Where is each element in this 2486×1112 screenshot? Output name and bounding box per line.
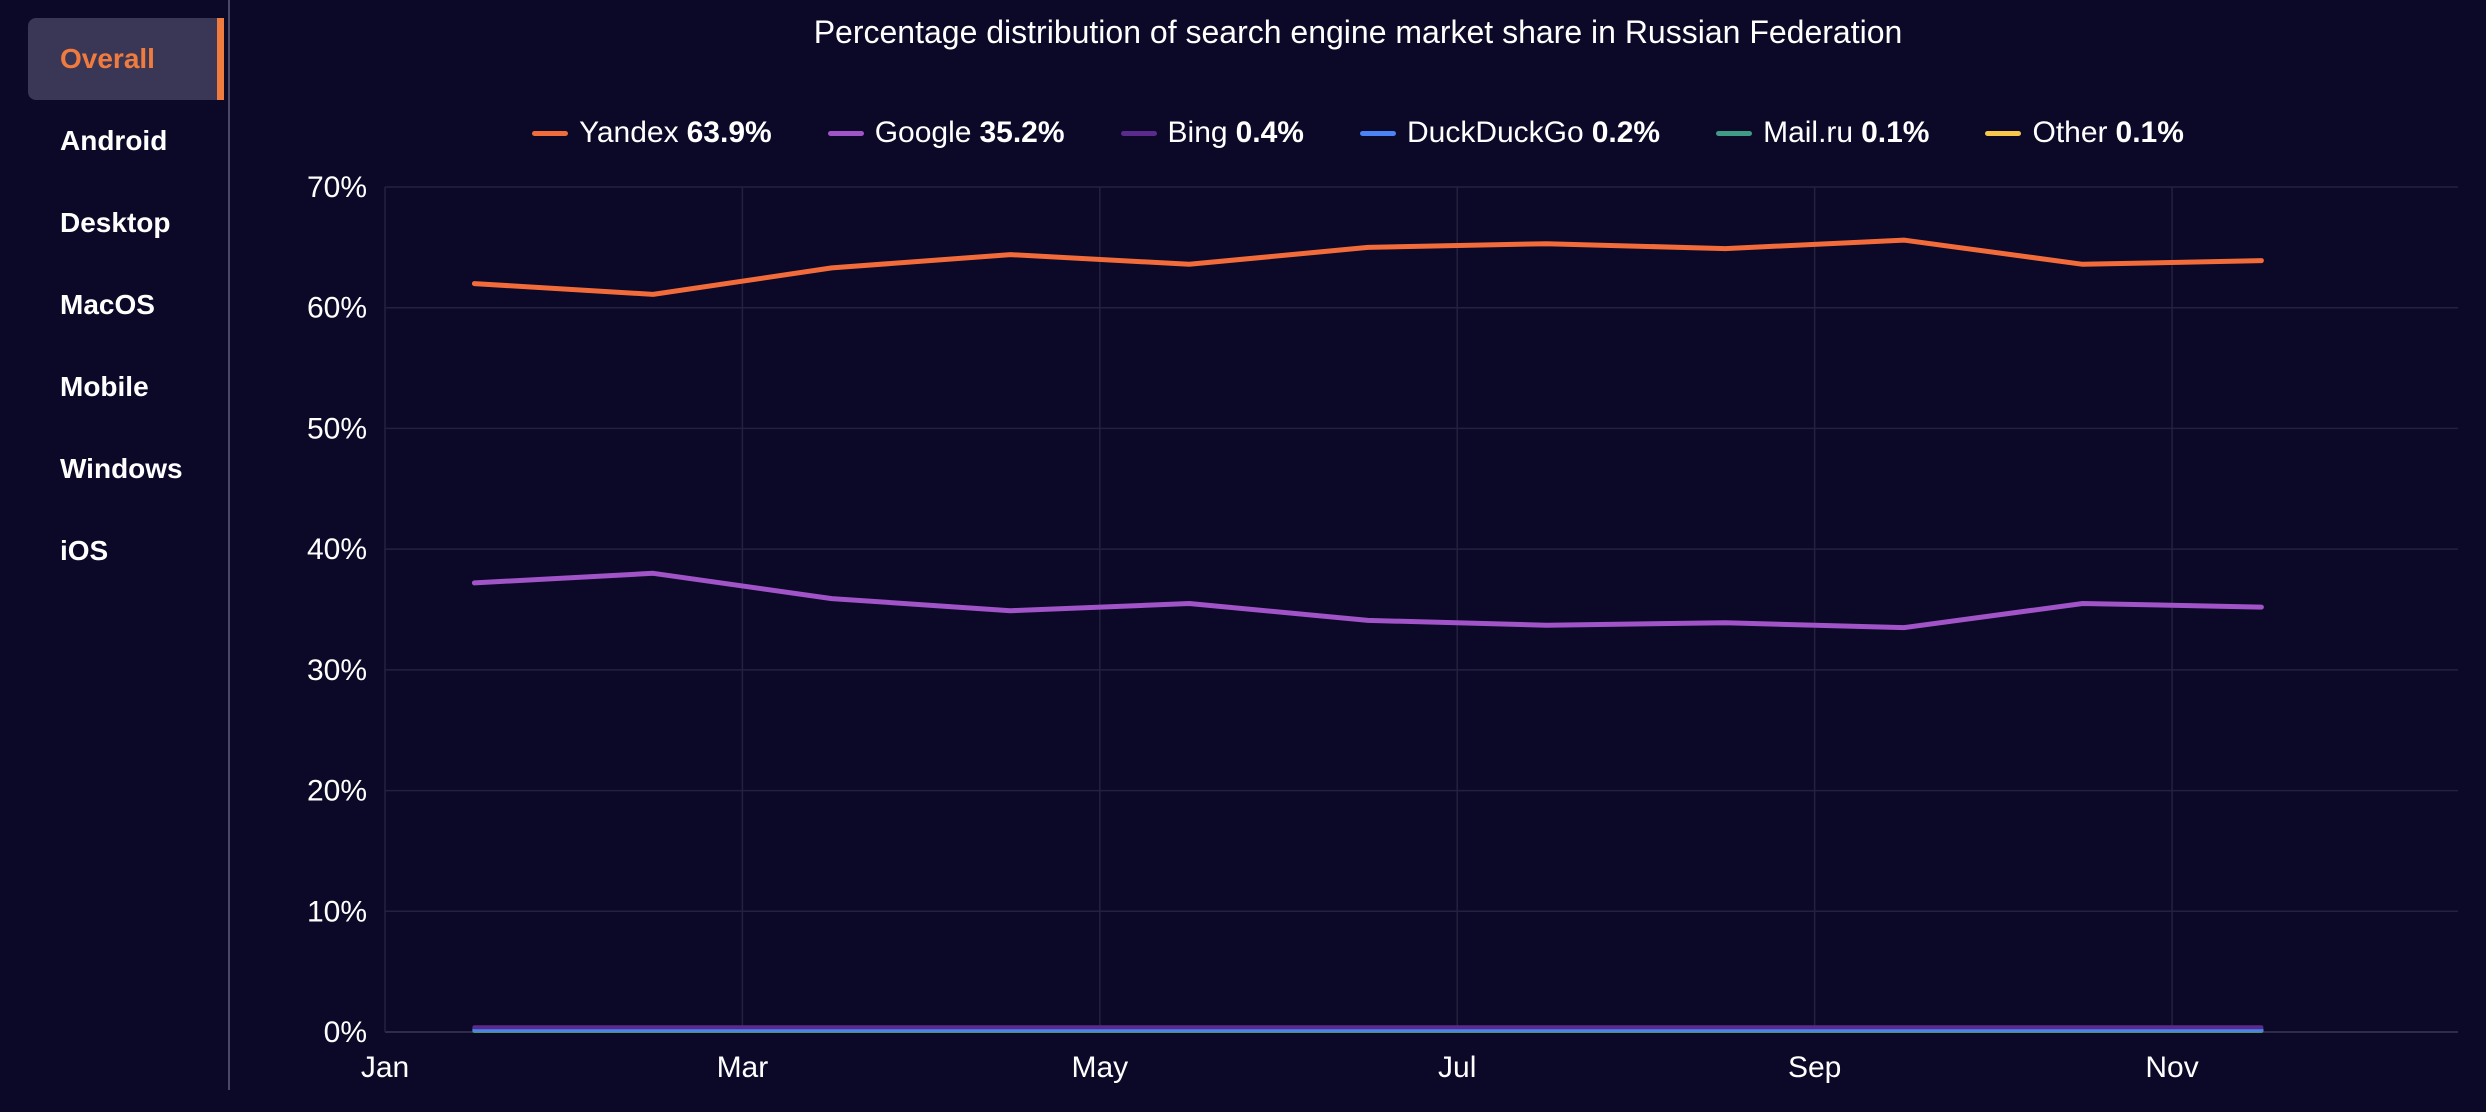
legend-value-bing: 0.4% <box>1235 116 1304 149</box>
y-tick-label: 20% <box>307 775 367 808</box>
legend-item-mailru[interactable]: Mail.ru 0.1% <box>1716 116 1929 150</box>
legend-swatch-duckduckgo <box>1359 130 1396 136</box>
y-tick-label: 70% <box>307 171 367 204</box>
sidebar-item-android[interactable]: Android <box>60 125 168 156</box>
y-tick-label: 40% <box>307 533 367 566</box>
legend-swatch-google <box>827 130 864 136</box>
x-tick-label: May <box>1071 1051 1128 1084</box>
series-line-google <box>471 570 2264 631</box>
legend-value-yandex: 63.9% <box>686 116 772 149</box>
x-tick-label: Mar <box>717 1051 769 1084</box>
legend-item-yandex[interactable]: Yandex 63.9% <box>532 116 772 150</box>
sidebar: Overall Android Desktop MacOS Mobile Win… <box>0 0 230 1090</box>
legend-item-duckduckgo[interactable]: DuckDuckGo 0.2% <box>1359 116 1661 150</box>
legend-item-bing[interactable]: Bing 0.4% <box>1120 116 1304 150</box>
sidebar-item-desktop[interactable]: Desktop <box>60 207 171 238</box>
legend-swatch-bing <box>1120 130 1157 136</box>
sidebar-item-macos[interactable]: MacOS <box>60 289 155 320</box>
legend-value-duckduckgo: 0.2% <box>1591 116 1661 149</box>
x-tick-label: Sep <box>1788 1051 1841 1084</box>
x-tick-label: Jul <box>1438 1051 1476 1084</box>
legend-value-other: 0.1% <box>2115 116 2184 149</box>
chart-title: Percentage distribution of search engine… <box>813 14 1903 50</box>
y-tick-label: 50% <box>307 412 367 445</box>
legend-label-google: Google <box>874 116 972 149</box>
legend-value-google: 35.2% <box>979 116 1065 149</box>
legend-swatch-yandex <box>532 130 569 136</box>
sidebar-item-overall[interactable]: Overall <box>28 18 224 100</box>
legend-label-bing: Bing <box>1167 116 1228 149</box>
sidebar-item-mobile[interactable]: Mobile <box>60 371 149 402</box>
y-tick-label: 60% <box>307 292 367 325</box>
legend-swatch-other <box>1985 130 2022 136</box>
sidebar-item-ios[interactable]: iOS <box>60 535 109 566</box>
x-tick-label: Nov <box>2145 1051 2198 1084</box>
legend-value-mailru: 0.1% <box>1861 116 1930 149</box>
legend-item-other[interactable]: Other 0.1% <box>1985 116 2184 150</box>
legend-label-yandex: Yandex <box>579 116 679 149</box>
legend-label-mailru: Mail.ru <box>1763 116 1854 149</box>
y-tick-label: 0% <box>324 1016 367 1049</box>
series-line-yandex <box>471 237 2264 297</box>
sidebar-item-windows[interactable]: Windows <box>60 453 183 484</box>
chart-legend: Yandex 63.9% Google 35.2% Bing 0.4% Duck… <box>230 116 2486 150</box>
x-tick-label: Jan <box>361 1051 409 1084</box>
legend-label-other: Other <box>2032 116 2108 149</box>
legend-item-google[interactable]: Google 35.2% <box>827 116 1065 150</box>
y-tick-label: 10% <box>307 895 367 928</box>
legend-label-duckduckgo: DuckDuckGo <box>1406 116 1584 149</box>
y-tick-label: 30% <box>307 654 367 687</box>
legend-swatch-mailru <box>1716 130 1753 136</box>
